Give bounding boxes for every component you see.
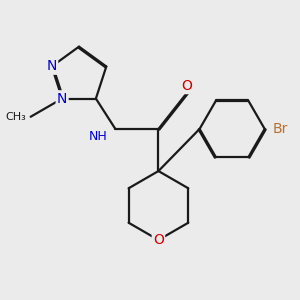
Text: N: N — [57, 92, 67, 106]
Text: NH: NH — [89, 130, 108, 143]
Text: O: O — [153, 233, 164, 247]
Text: O: O — [182, 79, 193, 93]
Text: Br: Br — [272, 122, 288, 136]
Text: N: N — [46, 59, 57, 74]
Text: CH₃: CH₃ — [5, 112, 26, 122]
